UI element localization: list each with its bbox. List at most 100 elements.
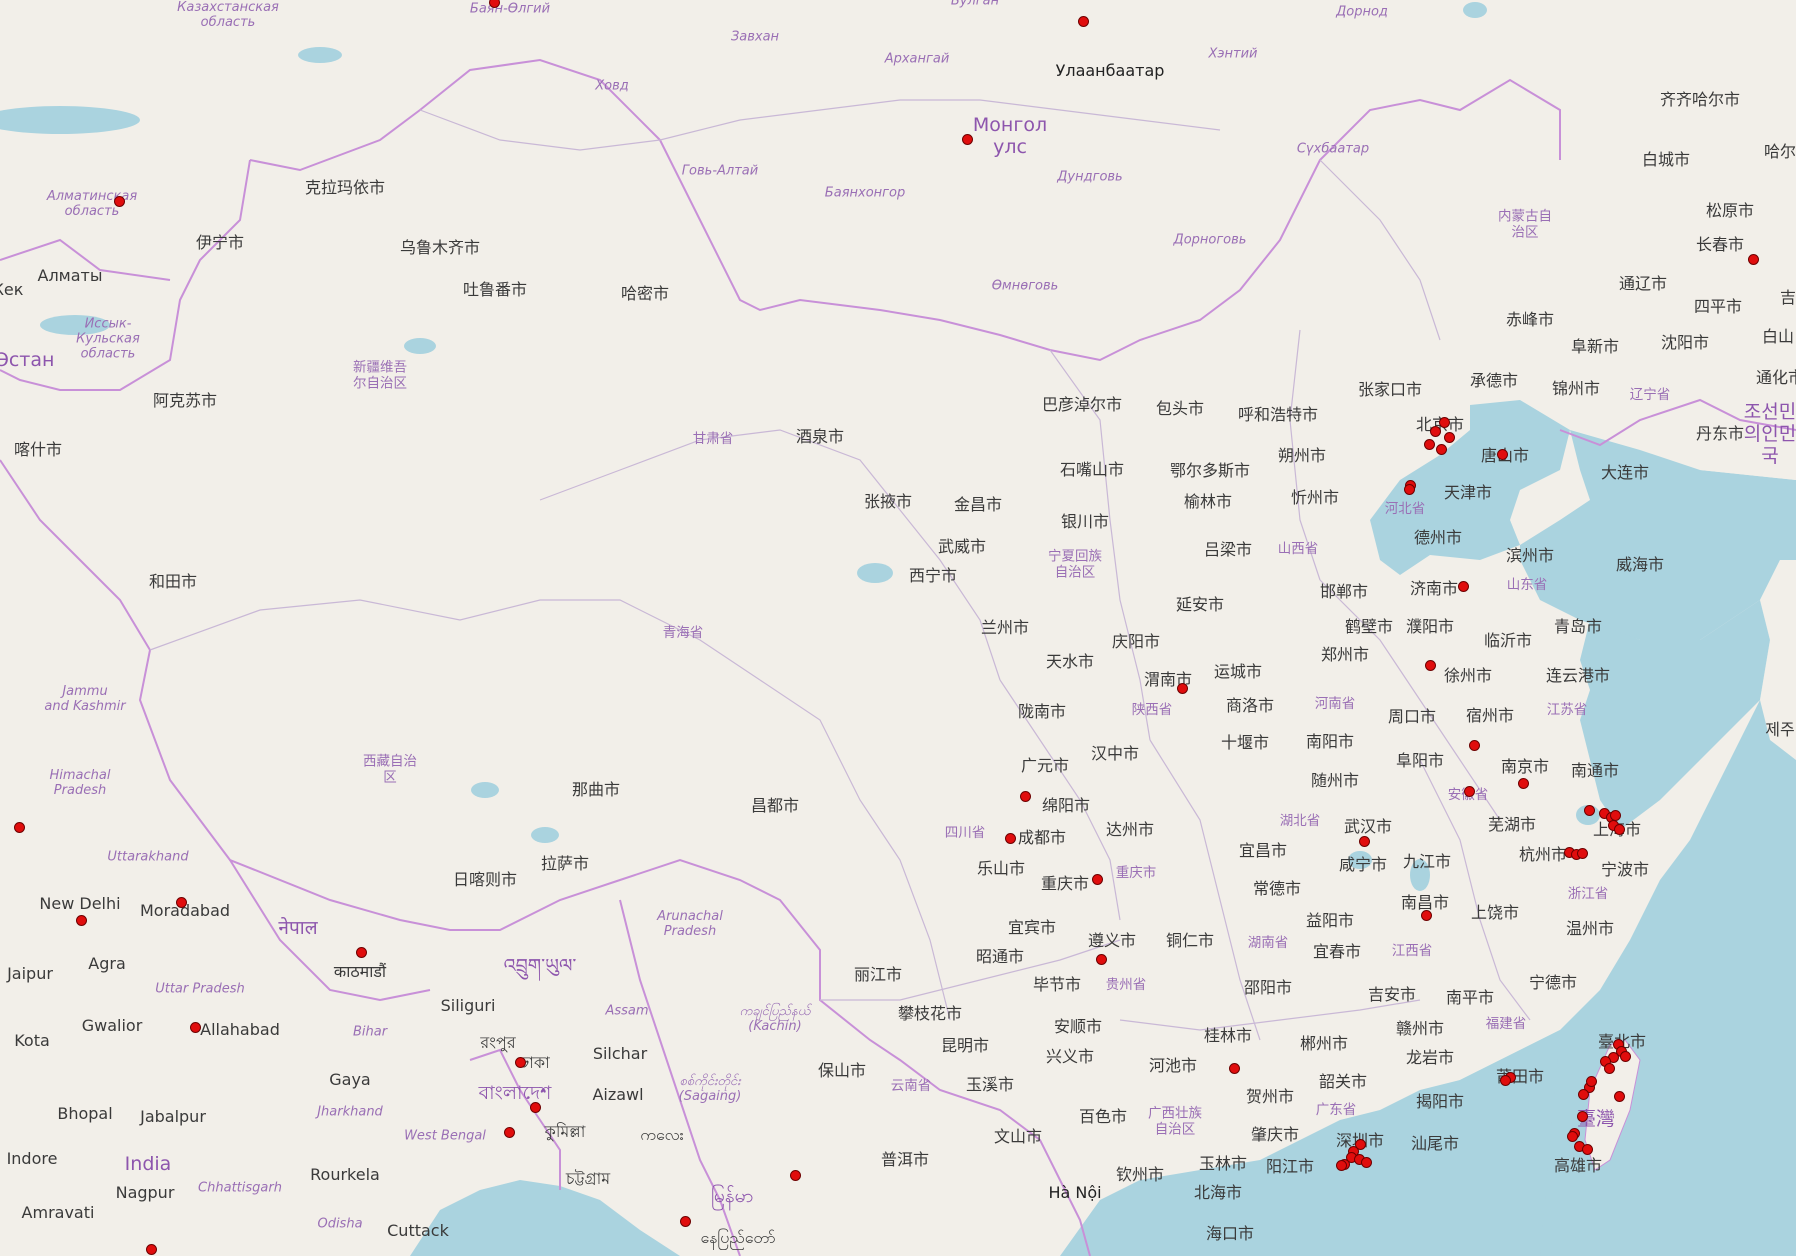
- label-bijie: 毕节市: [1032, 974, 1082, 994]
- border-yunnan: [820, 939, 1121, 1001]
- label-shigatse: 日喀则市: [452, 869, 518, 889]
- map-marker[interactable]: [190, 1022, 201, 1033]
- map-marker[interactable]: [1748, 254, 1759, 265]
- label-karamay: 克拉玛依市: [304, 177, 386, 197]
- map-marker[interactable]: [1584, 805, 1595, 816]
- map-marker[interactable]: [1469, 740, 1480, 751]
- bohai: [1370, 400, 1570, 575]
- map-marker[interactable]: [76, 915, 87, 926]
- map-marker[interactable]: [1404, 484, 1415, 495]
- map-marker[interactable]: [1177, 683, 1188, 694]
- label-changchun: 长春市: [1695, 234, 1745, 254]
- label-qingdao: 青岛市: [1553, 616, 1603, 636]
- map-marker[interactable]: [1020, 791, 1031, 802]
- map-marker[interactable]: [1444, 432, 1455, 443]
- label-nepal: नेपाल: [278, 917, 318, 940]
- map-marker[interactable]: [1436, 444, 1447, 455]
- label-jian: 吉安市: [1367, 984, 1417, 1004]
- label-leshan: 乐山市: [976, 858, 1026, 878]
- map-marker[interactable]: [1464, 786, 1475, 797]
- map-marker[interactable]: [1336, 1160, 1347, 1171]
- border-mongolia-aimags: [419, 99, 1221, 151]
- label-aksu: 阿克苏市: [152, 390, 218, 410]
- label-new-delhi: New Delhi: [39, 893, 121, 913]
- border-jiangxi-fujian: [1419, 759, 1531, 1021]
- label-tianjin: 天津市: [1443, 482, 1493, 502]
- lake-qinghai: [857, 563, 893, 583]
- map-marker[interactable]: [1567, 1131, 1578, 1142]
- label-ganzhou: 赣州市: [1395, 1018, 1445, 1038]
- map-marker[interactable]: [1430, 426, 1441, 437]
- label-tianshui: 天水市: [1045, 651, 1095, 671]
- map-marker[interactable]: [1620, 1051, 1631, 1062]
- map-marker[interactable]: [1439, 417, 1450, 428]
- label-shangluo: 商洛市: [1225, 695, 1275, 715]
- label-gwalior: Gwalior: [81, 1015, 143, 1035]
- map-marker[interactable]: [1005, 833, 1016, 844]
- label-chengdu: 成都市: [1017, 827, 1067, 847]
- map-marker[interactable]: [1458, 581, 1469, 592]
- map-marker[interactable]: [1610, 810, 1621, 821]
- label-himachal: Himachal Pradesh: [49, 768, 111, 798]
- label-chengde: 承德市: [1469, 370, 1519, 390]
- label-jiuquan: 酒泉市: [795, 426, 845, 446]
- map-marker[interactable]: [1582, 1144, 1593, 1155]
- label-chhattisgarh: Chhattisgarh: [198, 1180, 282, 1196]
- map-marker[interactable]: [14, 822, 25, 833]
- map-marker[interactable]: [1078, 16, 1089, 27]
- map-marker[interactable]: [1614, 1091, 1625, 1102]
- lake-dongting: [1348, 851, 1372, 869]
- map-marker[interactable]: [356, 947, 367, 958]
- map-marker[interactable]: [1518, 778, 1529, 789]
- map-marker[interactable]: [962, 134, 973, 145]
- map-marker[interactable]: [1497, 449, 1508, 460]
- map-marker[interactable]: [680, 1216, 691, 1227]
- label-yiyang: 益阳市: [1305, 910, 1355, 930]
- map-marker[interactable]: [790, 1170, 801, 1181]
- label-nagpur: Nagpur: [115, 1182, 175, 1202]
- label-chongqing: 重庆市: [1040, 873, 1090, 893]
- border-hunan-guangxi: [1149, 739, 1261, 1041]
- map-marker[interactable]: [1577, 848, 1588, 859]
- map-marker[interactable]: [1229, 1063, 1240, 1074]
- map-marker[interactable]: [1361, 1157, 1372, 1168]
- label-nanjing: 南京市: [1500, 756, 1550, 776]
- map-marker[interactable]: [146, 1244, 157, 1255]
- map-marker[interactable]: [504, 1127, 515, 1138]
- map-marker[interactable]: [1614, 824, 1625, 835]
- label-kota: Kota: [14, 1030, 50, 1050]
- map-marker[interactable]: [1577, 1111, 1588, 1122]
- lake-balkhash: [0, 106, 140, 134]
- label-xinjiang: 新疆维吾 尔自治区: [353, 359, 407, 391]
- map-marker[interactable]: [515, 1057, 526, 1068]
- label-yuncheng: 运城市: [1213, 661, 1263, 681]
- map-marker[interactable]: [1578, 1089, 1589, 1100]
- label-jiujiang: 九江市: [1402, 851, 1452, 871]
- map-marker[interactable]: [1359, 836, 1370, 847]
- map-marker[interactable]: [489, 0, 500, 8]
- map-marker[interactable]: [1421, 910, 1432, 921]
- label-yibin: 宜宾市: [1007, 917, 1057, 937]
- label-yangjiang: 阳江市: [1265, 1156, 1315, 1176]
- label-gansu: 甘肃省: [692, 431, 734, 448]
- label-bhutan: འབྲུག་ཡུལ་: [503, 955, 577, 978]
- map-marker[interactable]: [176, 897, 187, 908]
- label-wuwei: 武威市: [937, 536, 987, 556]
- map-marker[interactable]: [530, 1102, 541, 1113]
- map-marker[interactable]: [1425, 660, 1436, 671]
- map-marker[interactable]: [1604, 1063, 1615, 1074]
- label-hezhou: 贺州市: [1245, 1086, 1295, 1106]
- map-marker[interactable]: [1096, 954, 1107, 965]
- label-zhangye: 张掖市: [863, 491, 913, 511]
- map-marker[interactable]: [1092, 874, 1103, 885]
- map-marker[interactable]: [1424, 439, 1435, 450]
- map-marker[interactable]: [1355, 1139, 1366, 1150]
- map-marker[interactable]: [1586, 1076, 1597, 1087]
- map-marker[interactable]: [1500, 1075, 1511, 1086]
- label-odisha: Odisha: [317, 1216, 363, 1232]
- label-jaipur: Jaipur: [7, 963, 53, 983]
- map-marker[interactable]: [114, 196, 125, 207]
- border-xinjiang-xizang: [149, 599, 761, 681]
- label-handan: 邯郸市: [1319, 581, 1369, 601]
